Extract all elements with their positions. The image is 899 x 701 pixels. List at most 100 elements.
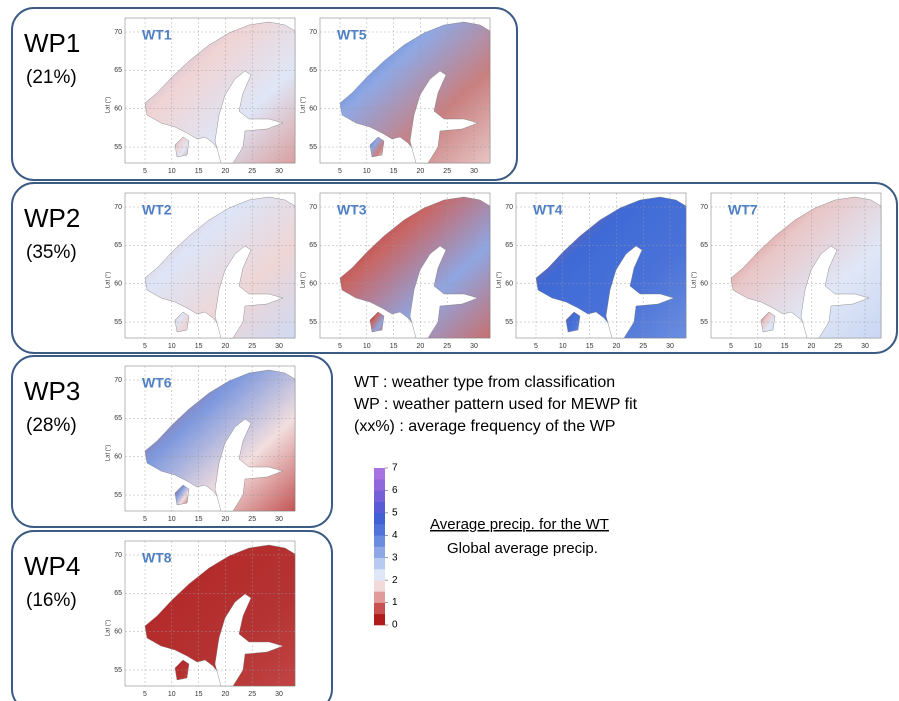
fraction-numerator: Average precip. for the WT xyxy=(430,516,609,533)
colorbar-tick-label: 4 xyxy=(392,530,398,541)
colorbar-segment xyxy=(374,614,385,626)
lon-tick-label: 10 xyxy=(168,516,176,523)
lon-tick-label: 10 xyxy=(754,343,762,350)
legend-line: WP : weather pattern used for MEWP fit xyxy=(354,396,638,413)
lon-tick-label: 10 xyxy=(168,343,176,350)
group-label: WP4 xyxy=(24,551,80,581)
map-title: WT7 xyxy=(728,202,758,218)
lon-tick-label: 5 xyxy=(143,168,147,175)
map: 7065605551015202530Lat (°)WT5 xyxy=(301,18,490,175)
map-title: WT1 xyxy=(142,27,172,43)
lat-axis-label: Lat (°) xyxy=(106,272,112,288)
lon-tick-label: 20 xyxy=(222,516,230,523)
lon-tick-label: 20 xyxy=(222,691,230,698)
group-label: WP2 xyxy=(24,203,80,233)
lon-tick-label: 25 xyxy=(248,343,256,350)
lat-tick-label: 55 xyxy=(505,319,513,326)
colorbar-segment xyxy=(374,468,385,480)
lat-axis-label: Lat (°) xyxy=(106,97,112,113)
colorbar-tick-label: 3 xyxy=(392,552,398,563)
lon-tick-label: 25 xyxy=(443,168,451,175)
lat-tick-label: 65 xyxy=(114,590,122,597)
lon-tick-label: 25 xyxy=(248,691,256,698)
lon-tick-label: 20 xyxy=(417,343,425,350)
lon-tick-label: 15 xyxy=(195,168,203,175)
lon-tick-label: 25 xyxy=(248,168,256,175)
colorbar-segment xyxy=(374,513,385,525)
map-title: WT6 xyxy=(142,375,172,391)
lat-tick-label: 55 xyxy=(114,319,122,326)
lat-tick-label: 55 xyxy=(309,144,317,151)
lon-tick-label: 15 xyxy=(781,343,789,350)
lon-tick-label: 20 xyxy=(222,168,230,175)
colorbar-segment xyxy=(374,524,385,536)
colorbar-segment xyxy=(374,591,385,603)
fraction-denominator: Global average precip. xyxy=(447,540,598,557)
lat-tick-label: 60 xyxy=(505,281,513,288)
colorbar-tick-label: 5 xyxy=(392,507,398,518)
colorbar-segment xyxy=(374,535,385,547)
lat-tick-label: 70 xyxy=(114,377,122,384)
lat-tick-label: 65 xyxy=(114,67,122,74)
lat-axis-label: Lat (°) xyxy=(692,272,698,288)
map-title: WT4 xyxy=(533,202,563,218)
lon-tick-label: 5 xyxy=(143,343,147,350)
lon-tick-label: 25 xyxy=(639,343,647,350)
colorbar-tick-label: 2 xyxy=(392,575,398,586)
lat-axis-label: Lat (°) xyxy=(106,620,112,636)
lat-tick-label: 70 xyxy=(114,204,122,211)
lon-tick-label: 15 xyxy=(586,343,594,350)
lon-tick-label: 5 xyxy=(338,343,342,350)
figure: WP1(21%)7065605551015202530Lat (°)WT1706… xyxy=(0,0,899,701)
colorbar-segment xyxy=(374,490,385,502)
colorbar-segment xyxy=(374,479,385,491)
group-frequency: (28%) xyxy=(26,415,77,436)
lat-tick-label: 55 xyxy=(309,319,317,326)
lon-tick-label: 30 xyxy=(275,691,283,698)
lon-tick-label: 30 xyxy=(666,343,674,350)
lon-tick-label: 20 xyxy=(808,343,816,350)
lat-tick-label: 60 xyxy=(309,106,317,113)
lat-tick-label: 65 xyxy=(309,242,317,249)
colorbar-tick-label: 0 xyxy=(392,620,398,631)
lon-tick-label: 20 xyxy=(417,168,425,175)
group-frequency: (21%) xyxy=(26,67,77,88)
group-label: WP3 xyxy=(24,376,80,406)
lat-tick-label: 70 xyxy=(309,29,317,36)
map-title: WT2 xyxy=(142,202,172,218)
lon-tick-label: 5 xyxy=(729,343,733,350)
lat-tick-label: 65 xyxy=(505,242,513,249)
lon-tick-label: 30 xyxy=(470,168,478,175)
lon-tick-label: 25 xyxy=(248,516,256,523)
map-title: WT3 xyxy=(337,202,367,218)
lat-tick-label: 65 xyxy=(700,242,708,249)
lon-tick-label: 20 xyxy=(613,343,621,350)
lon-tick-label: 30 xyxy=(275,516,283,523)
colorbar-segment xyxy=(374,580,385,592)
lat-tick-label: 70 xyxy=(114,29,122,36)
colorbar-segment xyxy=(374,569,385,581)
lon-tick-label: 15 xyxy=(195,516,203,523)
lon-tick-label: 30 xyxy=(861,343,869,350)
lat-tick-label: 70 xyxy=(505,204,513,211)
lat-axis-label: Lat (°) xyxy=(301,272,307,288)
lon-tick-label: 5 xyxy=(338,168,342,175)
lon-tick-label: 15 xyxy=(390,343,398,350)
group-frequency: (16%) xyxy=(26,590,77,611)
colorbar-segment xyxy=(374,603,385,615)
lat-tick-label: 60 xyxy=(309,281,317,288)
group-label: WP1 xyxy=(24,28,80,58)
colorbar-tick-label: 6 xyxy=(392,485,398,496)
lon-tick-label: 30 xyxy=(470,343,478,350)
lat-axis-label: Lat (°) xyxy=(301,97,307,113)
lon-tick-label: 30 xyxy=(275,343,283,350)
lon-tick-label: 15 xyxy=(195,343,203,350)
map-title: WT8 xyxy=(142,550,172,566)
lat-tick-label: 60 xyxy=(114,106,122,113)
lat-axis-label: Lat (°) xyxy=(497,272,503,288)
